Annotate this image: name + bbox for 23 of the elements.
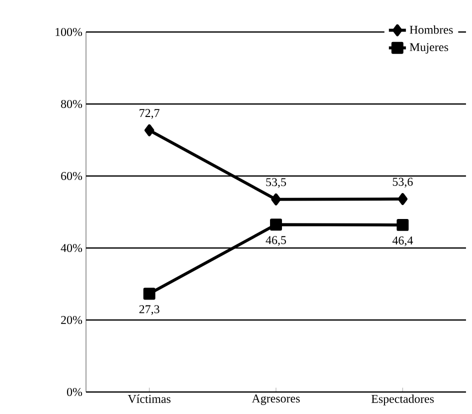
data-label: 27,3 [139, 305, 160, 315]
y-tick-label: 60% [61, 172, 82, 180]
point [270, 218, 282, 231]
point [398, 193, 408, 206]
y-tick-label: 0% [67, 388, 82, 396]
data-label: 46,4 [392, 236, 413, 246]
legend-label: Mujeres [410, 43, 448, 54]
legend-label: Hombres [410, 25, 453, 34]
data-label: 46,5 [266, 236, 286, 246]
point [271, 193, 281, 206]
point [144, 124, 154, 136]
point [396, 218, 409, 231]
y-tick-label: 20% [61, 316, 82, 324]
y-tick-label: 40% [60, 244, 82, 252]
data-label: 53,5 [266, 178, 286, 188]
data-label: 72,7 [140, 109, 160, 119]
y-tick-label: 80% [61, 100, 82, 108]
x-tick-label: Víctimas [128, 394, 170, 404]
x-tick-label: Espectadores [371, 394, 434, 406]
data-label: 53,6 [392, 178, 413, 188]
y-tick-label: 100% [56, 28, 82, 36]
x-tick-label: Agresores [252, 394, 300, 405]
point [143, 288, 156, 300]
